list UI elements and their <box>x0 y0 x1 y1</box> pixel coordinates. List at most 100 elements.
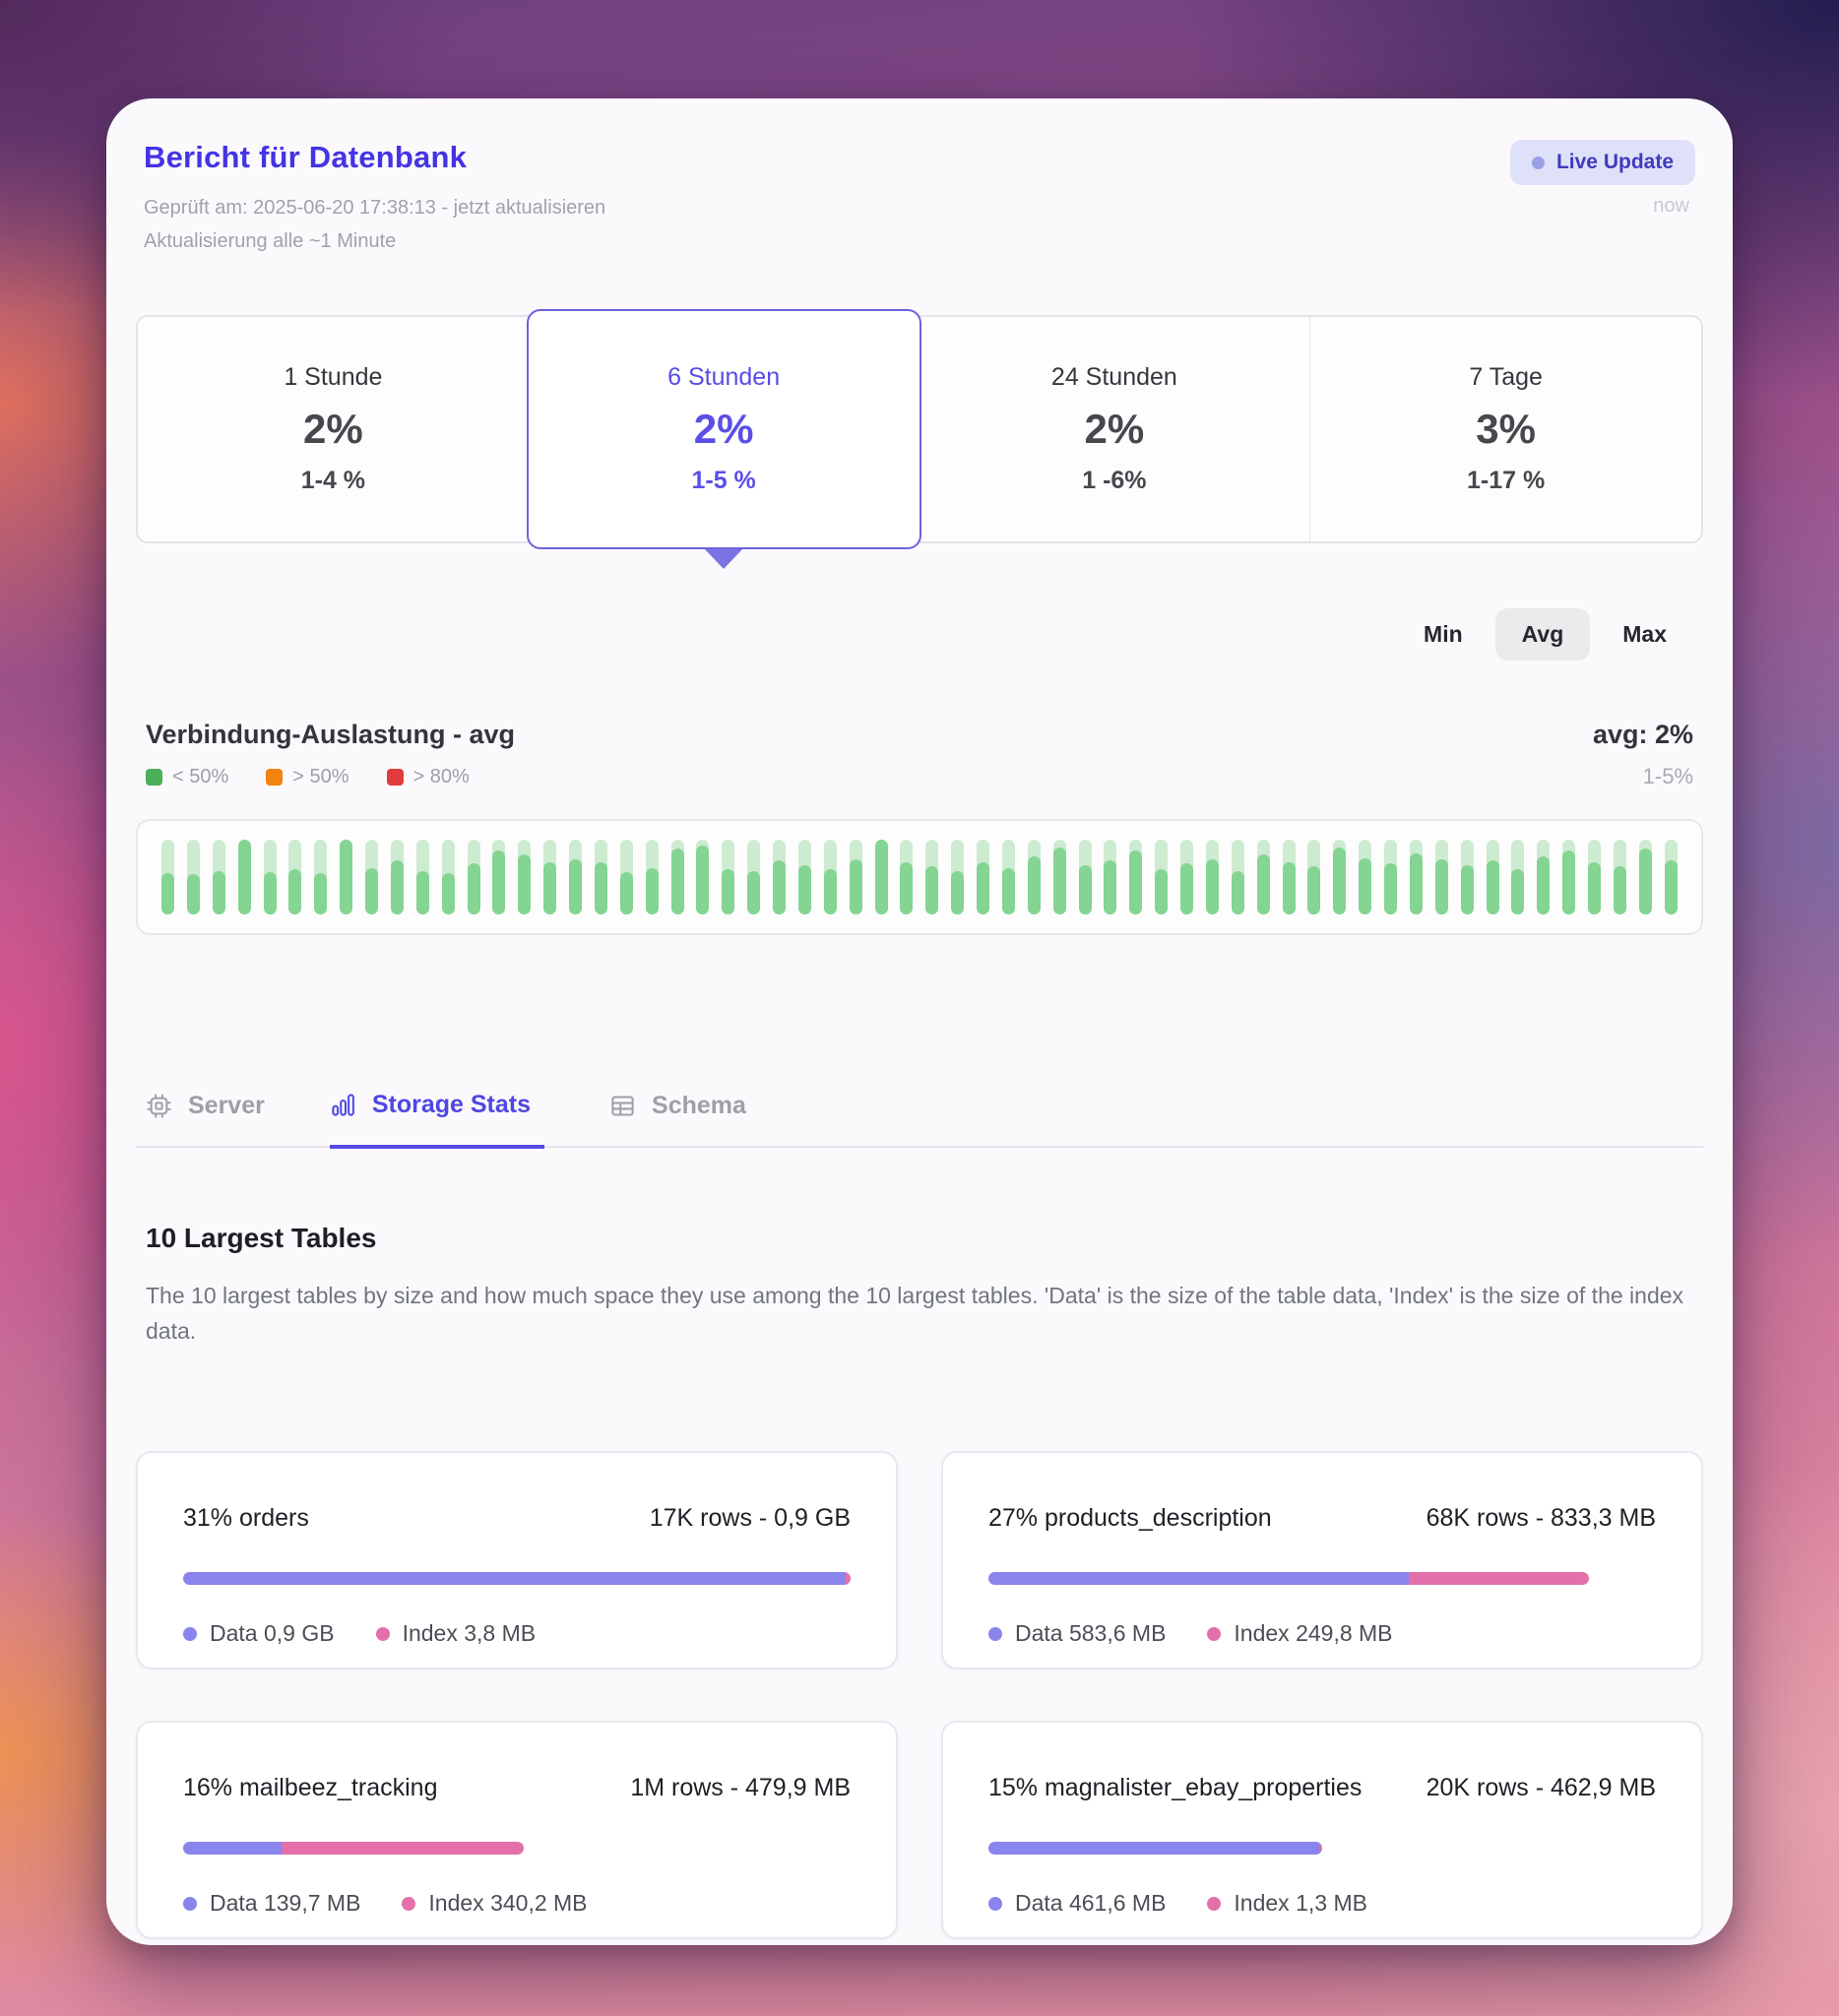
time-range-value: 2% <box>693 406 754 452</box>
utilization-bar <box>365 840 378 914</box>
tab-label: Storage Stats <box>371 1091 532 1118</box>
utilization-bar <box>263 840 277 914</box>
time-range-range: 1-17 % <box>1467 467 1546 494</box>
chart-legend: < 50% > 50% > 80% <box>146 766 515 788</box>
connection-utilization-chart <box>136 819 1703 935</box>
index-legend: Index 249,8 MB <box>1207 1620 1393 1647</box>
utilization-bar <box>696 840 710 914</box>
time-range-24-stunden[interactable]: 24 Stunden 2% 1 -6% <box>920 317 1310 541</box>
utilization-bar-fill <box>237 840 251 914</box>
time-range-label: 6 Stunden <box>667 363 781 391</box>
update-now-link[interactable]: jetzt aktualisieren <box>453 197 606 219</box>
utilization-bar-fill <box>1282 861 1296 914</box>
legend-item-50: > 50% <box>266 766 349 788</box>
header-left: Bericht für Datenbank Geprüft am: 2025-0… <box>144 140 605 258</box>
data-legend: Data 0,9 GB <box>183 1620 335 1647</box>
chart-range-value: 1-5% <box>1642 764 1693 788</box>
card-header: 27% products_description 68K rows - 833,3… <box>988 1504 1656 1533</box>
utilization-bar-fill <box>1129 850 1143 914</box>
live-update-badge[interactable]: Live Update <box>1509 140 1695 185</box>
utilization-bar-fill <box>849 858 862 914</box>
index-legend-dot-icon <box>402 1896 416 1911</box>
utilization-bar-fill <box>670 849 684 914</box>
table-size-meta: 68K rows - 833,3 MB <box>1426 1504 1656 1532</box>
utilization-bar-fill <box>415 870 429 914</box>
tab-label: Schema <box>652 1091 746 1119</box>
utilization-bar-fill <box>441 873 455 914</box>
index-legend: Index 1,3 MB <box>1207 1890 1367 1917</box>
utilization-bar-fill <box>492 850 506 914</box>
utilization-bar-fill <box>1384 863 1397 914</box>
stat-toggle: Min Avg Max <box>136 608 1703 661</box>
utilization-bar-fill <box>747 870 761 914</box>
time-range-6-stunden[interactable]: 6 Stunden 2% 1-5 % <box>526 309 921 569</box>
card-header: 16% mailbeez_tracking 1M rows - 479,9 MB <box>183 1774 851 1802</box>
utilization-bar <box>1460 840 1474 914</box>
utilization-bar-fill <box>1409 852 1423 914</box>
utilization-bar-fill <box>314 873 328 914</box>
largest-tables-cards: 31% orders 17K rows - 0,9 GB Data 0,9 GB In… <box>136 1451 1703 1939</box>
table-size-meta: 1M rows - 479,9 MB <box>630 1774 851 1801</box>
report-panel: Bericht für Datenbank Geprüft am: 2025-0… <box>106 98 1733 1945</box>
data-legend: Data 583,6 MB <box>988 1620 1166 1647</box>
storage-split-bar <box>183 1842 524 1855</box>
utilization-bar <box>747 840 761 914</box>
index-segment <box>846 1572 851 1585</box>
stat-toggle-min[interactable]: Min <box>1424 621 1463 647</box>
utilization-bar-fill <box>1333 847 1347 914</box>
utilization-bar <box>1588 840 1601 914</box>
utilization-bar <box>977 840 989 914</box>
utilization-bar <box>874 840 888 914</box>
utilization-bar-fill <box>1486 860 1499 914</box>
live-update-time: now <box>1653 195 1689 217</box>
tab-storage-stats[interactable]: Storage Stats <box>329 1091 545 1149</box>
utilization-bar <box>1052 840 1066 914</box>
card-legend: Data 139,7 MB Index 340,2 MB <box>183 1890 851 1917</box>
chart-avg-value: avg: 2% <box>1592 720 1693 749</box>
utilization-bar-fill <box>263 872 277 914</box>
chart-header-right: avg: 2% 1-5% <box>1593 720 1693 789</box>
chart-header: Verbindung-Auslastung - avg < 50% > 50% > … <box>136 720 1703 789</box>
largest-tables-description: The 10 largest tables by size and how mu… <box>146 1283 1684 1344</box>
time-range-label: 7 Tage <box>1469 363 1543 391</box>
time-range-label: 24 Stunden <box>1050 363 1177 391</box>
tab-schema[interactable]: Schema <box>609 1091 746 1146</box>
selected-range-pointer-icon <box>705 549 743 569</box>
stat-toggle-avg[interactable]: Avg <box>1494 608 1591 661</box>
utilization-bar-fill <box>1307 866 1321 914</box>
utilization-bar <box>1027 840 1041 914</box>
stat-toggle-max[interactable]: Max <box>1622 621 1667 647</box>
utilization-bar-fill <box>1104 860 1117 914</box>
utilization-bar <box>900 840 914 914</box>
header-right: Live Update now <box>1509 140 1695 218</box>
utilization-bar-fill <box>161 873 174 914</box>
utilization-bar-fill <box>1205 858 1219 914</box>
data-legend-dot-icon <box>183 1896 197 1911</box>
data-legend-dot-icon <box>988 1896 1002 1911</box>
index-legend-dot-icon <box>1207 1626 1222 1641</box>
utilization-bar <box>569 840 582 914</box>
legend-label: < 50% <box>172 766 229 788</box>
time-range-1-stunde[interactable]: 1 Stunde 2% 1-4 % <box>138 317 529 541</box>
utilization-bar-fill <box>1001 867 1015 914</box>
utilization-bar <box>237 840 251 914</box>
utilization-bar-fill <box>1434 858 1448 914</box>
utilization-bar <box>925 840 939 914</box>
index-segment <box>1409 1572 1590 1585</box>
utilization-bar <box>594 840 607 914</box>
table-name: 16% mailbeez_tracking <box>183 1774 438 1801</box>
card-header: 31% orders 17K rows - 0,9 GB <box>183 1504 851 1533</box>
utilization-bar-fill <box>594 861 607 914</box>
utilization-bar <box>1205 840 1219 914</box>
time-range-range: 1 -6% <box>1082 467 1147 494</box>
utilization-bar <box>1155 840 1169 914</box>
data-legend-dot-icon <box>988 1626 1002 1641</box>
time-range-7-tage[interactable]: 7 Tage 3% 1-17 % <box>1309 317 1701 541</box>
time-range-value: 2% <box>1084 406 1145 452</box>
utilization-bar <box>797 840 811 914</box>
chart-header-left: Verbindung-Auslastung - avg < 50% > 50% > … <box>146 720 515 788</box>
tab-server[interactable]: Server <box>146 1091 265 1146</box>
utilization-bar <box>1638 840 1652 914</box>
index-legend-label: Index 3,8 MB <box>402 1620 537 1646</box>
utilization-bar-fill <box>900 861 914 914</box>
